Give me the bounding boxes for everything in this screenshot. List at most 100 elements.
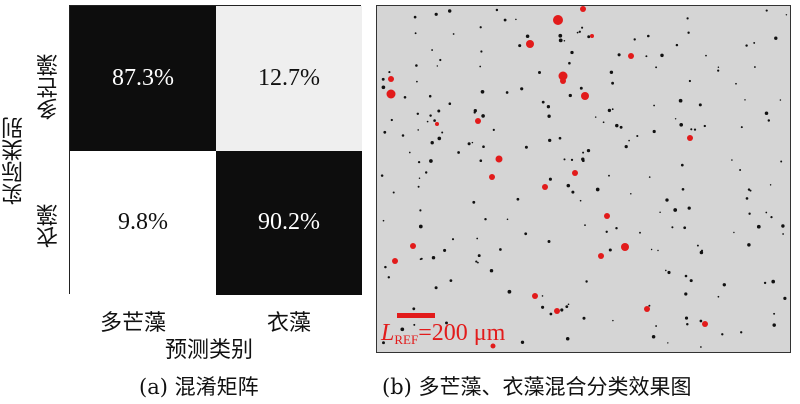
red-particle <box>495 155 503 163</box>
black-particle <box>479 159 483 163</box>
black-particle <box>647 34 650 38</box>
black-particle <box>749 189 752 192</box>
black-particle <box>565 305 569 308</box>
black-particle <box>548 177 552 181</box>
black-particle <box>480 89 485 94</box>
black-particle <box>678 98 683 103</box>
red-particle <box>526 40 534 48</box>
black-particle <box>547 240 551 243</box>
black-particle <box>609 70 614 75</box>
black-particle <box>769 184 772 186</box>
black-particle <box>416 112 420 116</box>
particle-field <box>380 6 788 349</box>
black-particle <box>764 111 769 115</box>
black-particle <box>413 323 416 326</box>
y-axis-label: 实际类别 <box>2 117 27 205</box>
black-particle <box>403 96 407 99</box>
red-particle <box>590 34 594 38</box>
black-particle <box>579 86 583 90</box>
black-particle <box>783 296 787 300</box>
black-particle <box>437 109 441 113</box>
black-particle <box>382 219 385 222</box>
black-particle <box>733 231 735 234</box>
black-particle <box>447 9 452 13</box>
red-particle <box>410 243 416 249</box>
black-particle <box>479 65 482 68</box>
black-particle <box>703 124 706 128</box>
scale-symbol: L <box>381 320 395 346</box>
black-particle <box>671 226 674 229</box>
black-particle <box>507 289 512 294</box>
black-particle <box>520 87 524 91</box>
red-particle <box>598 253 604 259</box>
black-particle <box>413 15 417 19</box>
caption-a: (a) 混淆矩阵 <box>139 375 259 399</box>
black-particle <box>473 111 476 114</box>
black-particle <box>665 269 667 272</box>
black-particle <box>419 209 422 212</box>
black-particle <box>425 171 428 174</box>
red-particle <box>581 92 589 100</box>
black-particle <box>717 69 720 72</box>
black-particle <box>608 174 610 177</box>
black-particle <box>417 129 419 131</box>
black-particle <box>381 77 385 81</box>
black-particle <box>417 185 420 188</box>
x-tick-yizao: 衣藻 <box>267 311 312 336</box>
red-particle <box>554 308 560 314</box>
black-particle <box>753 41 756 44</box>
black-particle <box>636 134 639 138</box>
black-particle <box>558 38 563 43</box>
black-particle <box>576 31 579 34</box>
black-particle <box>570 50 574 55</box>
black-particle <box>524 232 528 236</box>
black-particle <box>400 327 405 332</box>
black-particle <box>484 217 487 221</box>
black-particle <box>655 66 658 69</box>
black-particle <box>525 34 530 38</box>
black-particle <box>524 145 528 149</box>
black-particle <box>434 286 438 290</box>
black-particle <box>696 244 699 247</box>
confusion-matrix: 87.3% 12.7% 9.8% 90.2% <box>69 5 362 295</box>
black-particle <box>687 206 691 210</box>
red-particle <box>489 174 495 180</box>
black-particle <box>648 176 651 178</box>
black-particle <box>431 49 434 51</box>
black-particle <box>699 250 704 255</box>
black-particle <box>430 141 434 145</box>
black-particle <box>705 54 707 57</box>
black-particle <box>770 216 773 219</box>
black-particle <box>630 192 632 195</box>
black-particle <box>785 14 788 16</box>
black-particle <box>520 340 525 344</box>
black-particle <box>585 280 588 283</box>
black-particle <box>587 35 591 39</box>
black-particle <box>565 337 570 341</box>
black-particle <box>467 142 471 146</box>
red-particle <box>702 321 708 327</box>
black-particle <box>548 138 552 143</box>
black-particle <box>414 32 417 35</box>
black-particle <box>434 12 438 16</box>
black-particle <box>480 50 483 53</box>
red-particle <box>475 118 481 124</box>
black-particle <box>408 151 411 154</box>
black-particle <box>774 36 778 40</box>
black-particle <box>602 121 605 124</box>
scale-value: =200 μm <box>418 320 506 346</box>
black-particle <box>584 224 586 226</box>
black-particle <box>680 163 684 167</box>
black-particle <box>619 125 623 129</box>
black-particle <box>567 303 570 306</box>
black-particle <box>617 53 621 57</box>
black-particle <box>595 187 600 192</box>
black-particle <box>765 211 768 214</box>
black-particle <box>586 148 591 153</box>
black-particle <box>721 333 724 336</box>
black-particle <box>482 145 485 149</box>
black-particle <box>612 319 614 322</box>
black-particle <box>578 30 581 33</box>
red-particle <box>553 15 563 25</box>
black-particle <box>773 312 776 315</box>
